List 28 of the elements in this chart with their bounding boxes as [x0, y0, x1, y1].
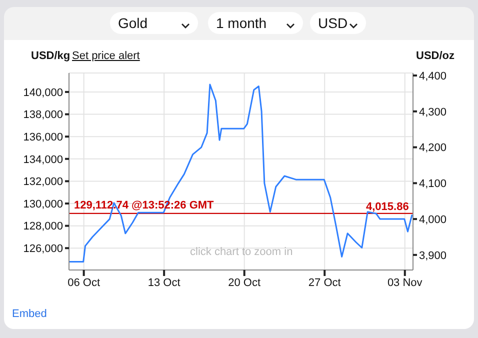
y-axis-title: USD/kg — [31, 50, 70, 62]
x-tick-label: 27 Oct — [308, 276, 341, 289]
y-tick-label: 130,000 — [23, 198, 63, 210]
y2-tick-label: 4,200 — [419, 142, 447, 154]
x-tick-label: 13 Oct — [148, 276, 180, 289]
x-tick-label: 03 Nov — [387, 276, 423, 289]
text: Set price alert — [72, 50, 140, 62]
y2-tick-label: 4,100 — [419, 178, 447, 190]
y-tick-label: 126,000 — [23, 243, 63, 256]
y-tick-label: 136,000 — [23, 131, 63, 144]
y-tick-label: 132,000 — [23, 176, 63, 188]
text: USD — [318, 15, 348, 31]
text: Gold — [118, 15, 148, 31]
y-tick-label: 140,000 — [23, 86, 63, 99]
annotation: 4,015.86 — [366, 201, 409, 213]
y2-axis-title: USD/oz — [416, 50, 454, 62]
y2-tick-label: 4,000 — [419, 214, 447, 226]
y2-tick-label: 4,400 — [419, 70, 447, 82]
y2-tick-label: 4,300 — [419, 106, 447, 118]
text: 1 month — [216, 15, 267, 31]
annotation: click chart to zoom in — [190, 246, 293, 258]
y-tick-label: 138,000 — [23, 109, 63, 122]
y-tick-label: 134,000 — [23, 154, 63, 166]
y-tick-label: 128,000 — [23, 220, 63, 233]
x-tick-label: 20 Oct — [228, 276, 261, 289]
x-tick-label: 06 Oct — [68, 276, 100, 289]
y2-tick-label: 3,900 — [419, 250, 447, 262]
text: Embed — [12, 308, 47, 320]
